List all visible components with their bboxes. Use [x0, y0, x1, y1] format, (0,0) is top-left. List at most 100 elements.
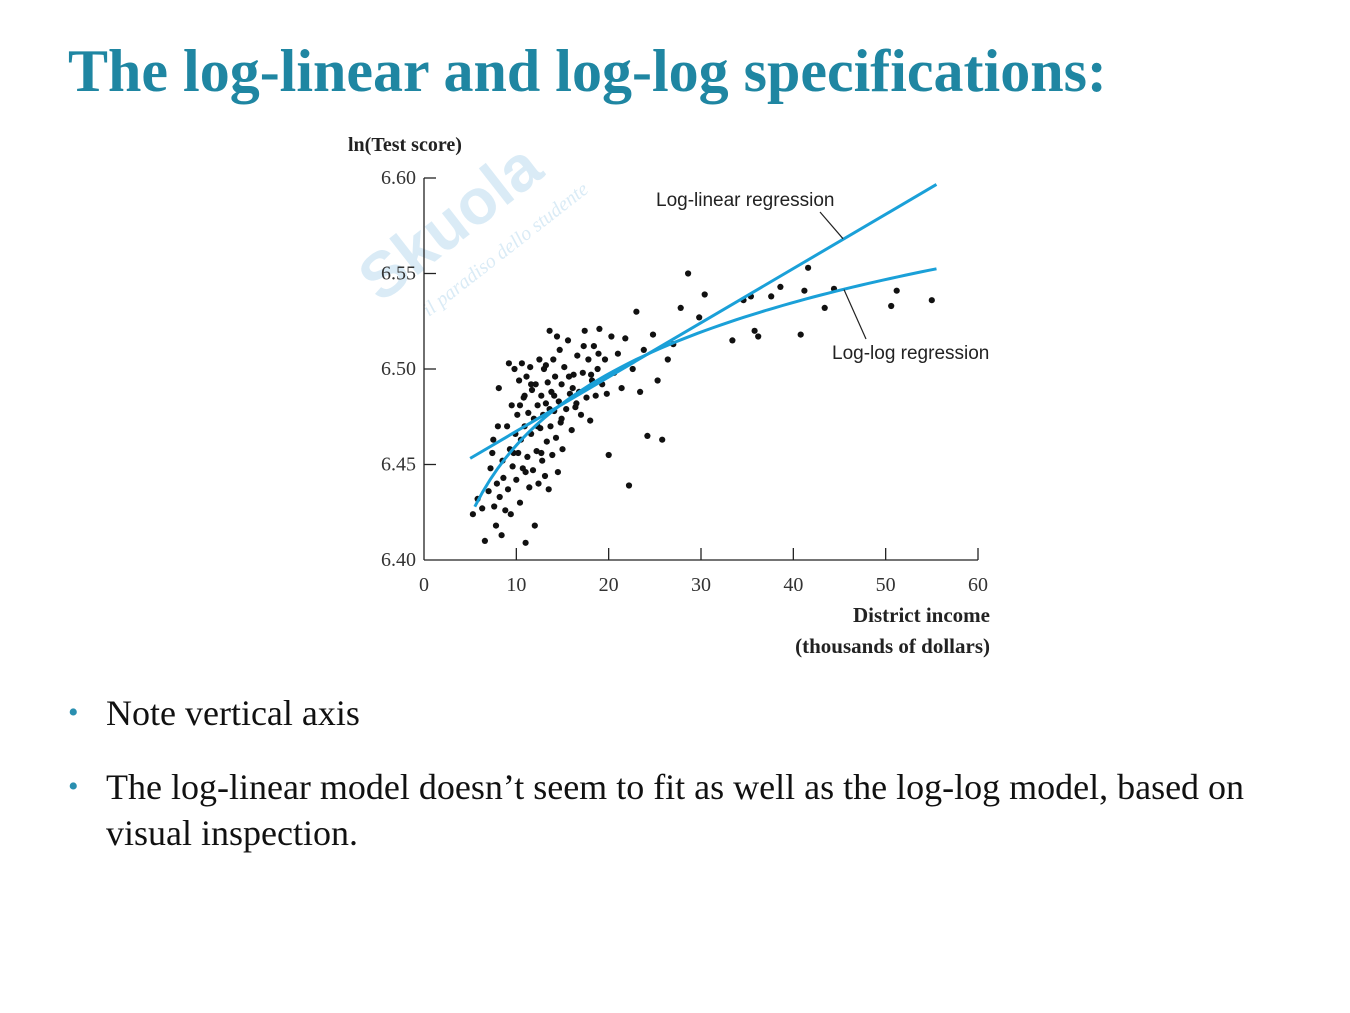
data-point — [805, 264, 812, 271]
data-point — [515, 449, 522, 457]
data-point — [585, 356, 592, 363]
data-point — [494, 423, 501, 430]
data-point — [569, 385, 576, 392]
log-linear-regression-line — [469, 183, 938, 460]
data-point — [587, 417, 594, 424]
data-point — [640, 346, 647, 353]
data-point — [498, 532, 505, 539]
data-point — [563, 406, 570, 413]
y-tick-label: 6.55 — [381, 263, 416, 285]
x-tick-label: 10 — [506, 574, 526, 596]
x-tick-label: 30 — [691, 574, 711, 596]
data-point — [536, 356, 543, 363]
data-point — [579, 369, 586, 376]
x-tick-label: 50 — [876, 574, 896, 596]
data-point — [751, 327, 758, 334]
data-point — [592, 392, 599, 399]
slide-title: The log-linear and log-log specification… — [68, 38, 1107, 104]
data-point — [577, 411, 585, 418]
data-point — [527, 364, 534, 371]
data-point — [479, 505, 486, 512]
data-point — [496, 493, 503, 501]
data-point — [677, 304, 684, 311]
data-point — [637, 388, 644, 395]
data-point — [542, 400, 549, 407]
bullet-item: • The log-linear model doesn’t seem to f… — [68, 764, 1298, 856]
data-point — [664, 356, 671, 363]
y-tick-label: 6.45 — [381, 454, 416, 476]
data-point — [521, 392, 528, 399]
data-point — [531, 522, 538, 529]
data-point — [614, 350, 621, 357]
data-point — [533, 448, 540, 455]
x-axis-label: District income — [853, 603, 990, 627]
data-point — [490, 436, 497, 443]
log-linear-annotation: Log-linear regression — [656, 190, 835, 211]
log-log-annotation: Log-log regression — [832, 343, 989, 364]
data-point — [487, 465, 494, 472]
scatter-chart: 0 10 20 30 40 50 60 6.40 6.45 6.50 6.55 6.60 ln(Test… — [348, 134, 990, 658]
data-point — [551, 392, 558, 399]
data-point — [542, 362, 549, 369]
data-point — [701, 291, 708, 298]
data-point — [893, 287, 900, 294]
y-tick-label: 6.40 — [381, 549, 416, 571]
data-point — [547, 423, 554, 430]
data-point — [549, 451, 556, 459]
data-point — [588, 371, 595, 378]
data-point — [552, 434, 560, 441]
x-tick-label: 60 — [968, 574, 988, 596]
data-point — [755, 333, 762, 340]
bullet-marker-icon: • — [68, 770, 79, 803]
data-point — [538, 449, 545, 457]
data-point — [525, 409, 532, 416]
data-point — [594, 365, 601, 373]
data-point — [516, 499, 524, 506]
data-point — [603, 390, 610, 397]
data-point — [595, 350, 602, 357]
data-point — [491, 503, 498, 510]
data-point — [553, 333, 561, 340]
y-axis-label: ln(Test score) — [348, 134, 462, 156]
data-point — [507, 511, 514, 518]
data-point — [516, 402, 524, 409]
x-tick-label: 0 — [419, 574, 429, 596]
data-point — [590, 343, 597, 350]
data-point — [574, 352, 581, 359]
data-point — [528, 386, 536, 394]
y-tick-label: 6.60 — [381, 167, 416, 189]
log-linear-leader-line — [819, 211, 844, 240]
data-point — [618, 385, 625, 392]
bullet-list: • Note vertical axis • The log-linear mo… — [68, 690, 1298, 884]
data-point — [561, 364, 568, 371]
data-point — [552, 373, 559, 380]
data-point — [516, 377, 523, 384]
data-point — [649, 331, 657, 338]
data-point — [629, 365, 636, 373]
data-point — [539, 457, 546, 464]
y-tick-label: 6.50 — [381, 358, 416, 380]
data-point — [888, 302, 895, 310]
data-point — [550, 356, 557, 363]
data-point — [514, 411, 521, 418]
data-point — [511, 365, 518, 373]
data-point — [504, 486, 512, 493]
data-point — [523, 373, 530, 380]
data-point — [544, 379, 551, 386]
data-point — [797, 331, 804, 338]
data-point — [601, 356, 609, 363]
data-point — [556, 346, 563, 353]
data-point — [495, 385, 502, 392]
data-point — [543, 438, 550, 445]
data-point — [622, 335, 629, 342]
data-point — [685, 270, 692, 277]
data-point — [529, 467, 537, 474]
data-point — [528, 381, 535, 388]
data-point — [768, 293, 775, 300]
data-point — [546, 327, 553, 334]
data-point — [554, 469, 561, 476]
data-point — [696, 314, 703, 321]
data-point — [558, 415, 565, 422]
data-point — [654, 377, 661, 384]
data-point — [928, 297, 935, 304]
